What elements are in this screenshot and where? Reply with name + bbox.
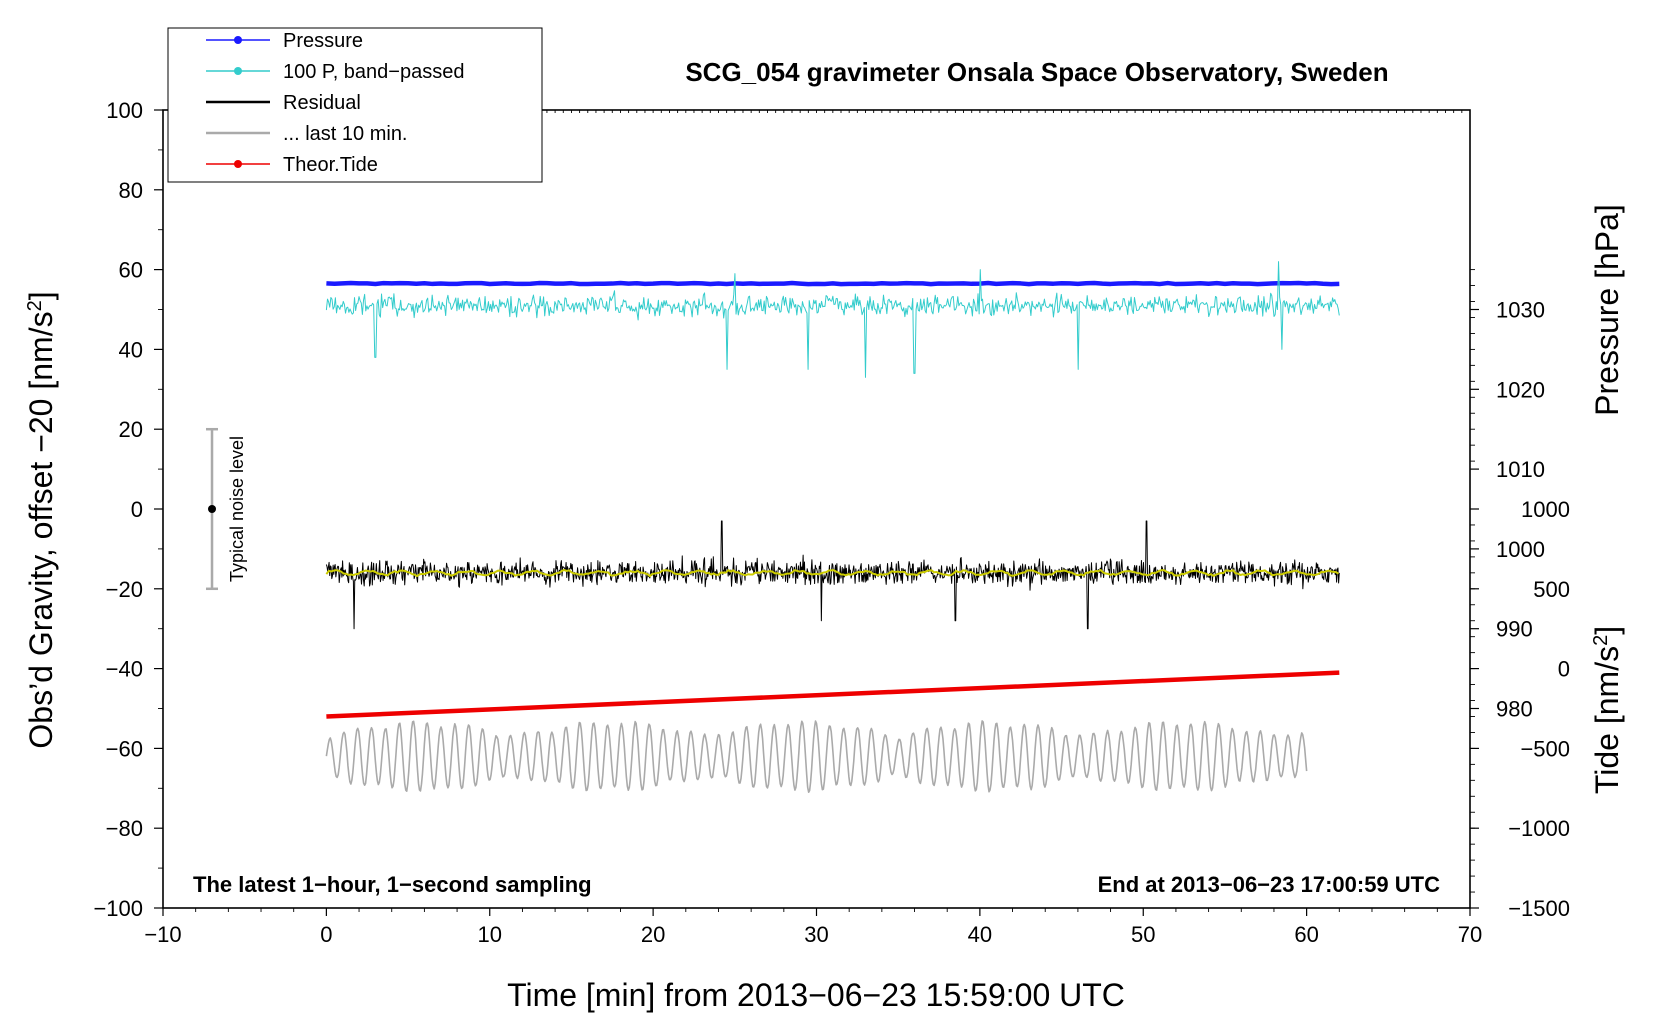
pressure-tick-label: 1030 (1496, 298, 1545, 323)
legend-swatch-marker (234, 67, 242, 75)
legend-box (167, 27, 543, 183)
x-axis-title: Time [min] from 2013−06−23 15:59:00 UTC (507, 977, 1125, 1013)
end-time-note: End at 2013−06−23 17:00:59 UTC (1098, 872, 1441, 897)
legend-label: ... last 10 min. (283, 123, 408, 145)
y-axis-tide-title: Tide [nm/s2] (1589, 626, 1625, 794)
y-axis-left-title: Obs’d Gravity, offset −20 [nm/s2] (23, 291, 59, 748)
x-tick-label: 40 (968, 922, 992, 947)
pressure-axis-ticks: 1030 1020 1010 1000 990 980 (1470, 269, 1545, 722)
y-tick-label: −40 (106, 657, 143, 682)
series-theoretical-tide-line (326, 670, 1340, 719)
x-axis-ticks: −10 0 10 20 30 40 50 60 70 (144, 908, 1482, 947)
sampling-note: The latest 1−hour, 1−second sampling (193, 872, 592, 897)
y-tick-label: 20 (119, 417, 143, 442)
y-tick-label: −60 (106, 736, 143, 761)
y-tick-label: 100 (106, 98, 143, 123)
legend-swatch-marker (234, 36, 242, 44)
tide-tick-label: 0 (1558, 657, 1570, 682)
tide-axis-ticks: 1000 500 0 −500 −1000 −1500 (1470, 497, 1570, 921)
pressure-tick-label: 980 (1496, 697, 1533, 722)
typical-noise-bar (206, 427, 219, 591)
x-tick-label: 20 (641, 922, 665, 947)
pressure-tick-label: 1010 (1496, 457, 1545, 482)
tide-tick-label: −500 (1520, 736, 1570, 761)
x-tick-label: 30 (804, 922, 828, 947)
chart-title: SCG_054 gravimeter Onsala Space Observat… (685, 57, 1388, 87)
y-tick-label: 0 (131, 497, 143, 522)
tide-tick-label: 500 (1533, 577, 1570, 602)
pressure-tick-label: 990 (1496, 617, 1533, 642)
noise-bar-center-dot (208, 505, 217, 513)
legend: Pressure 100 P, band−passed Residual ... la… (167, 27, 543, 183)
tide-tick-label: −1500 (1508, 896, 1570, 921)
y-axis-pressure-title: Pressure [hPa] (1589, 204, 1625, 416)
x-tick-label: 60 (1294, 922, 1318, 947)
x-tick-label: −10 (144, 922, 181, 947)
x-tick-label: 10 (478, 922, 502, 947)
y-tick-label: −80 (106, 816, 143, 841)
legend-label: Residual (283, 92, 361, 114)
series-pressure-line (326, 280, 1340, 287)
series-last-10-min-line (325, 720, 1308, 793)
x-tick-label: 50 (1131, 922, 1155, 947)
x-tick-label: 70 (1458, 922, 1482, 947)
legend-label: 100 P, band−passed (283, 61, 464, 83)
series-residual-smoothed-line (325, 568, 1340, 578)
plot-frame (162, 109, 1471, 909)
tide-tick-label: −1000 (1508, 816, 1570, 841)
legend-swatch-marker (234, 160, 242, 168)
pressure-tick-label: 1020 (1496, 377, 1545, 402)
y-tick-label: −20 (106, 577, 143, 602)
pressure-tick-label: 1000 (1496, 537, 1545, 562)
y-tick-label: −100 (93, 896, 143, 921)
x-tick-label: 0 (320, 922, 332, 947)
noise-level-label: Typical noise level (227, 436, 247, 582)
legend-label: Pressure (283, 30, 363, 52)
y-tick-label: 80 (119, 178, 143, 203)
tide-tick-label: 1000 (1521, 497, 1570, 522)
series-layer (325, 261, 1340, 793)
y-axis-left-ticks: 100 80 60 40 20 0 −20 −40 −60 −80 −100 (93, 98, 163, 921)
y-tick-label: 60 (119, 258, 143, 283)
legend-label: Theor.Tide (283, 154, 378, 176)
y-tick-label: 40 (119, 337, 143, 362)
series-bandpassed-pressure-line (325, 261, 1340, 378)
